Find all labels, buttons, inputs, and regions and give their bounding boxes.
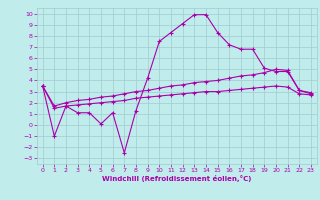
X-axis label: Windchill (Refroidissement éolien,°C): Windchill (Refroidissement éolien,°C) [102, 175, 252, 182]
